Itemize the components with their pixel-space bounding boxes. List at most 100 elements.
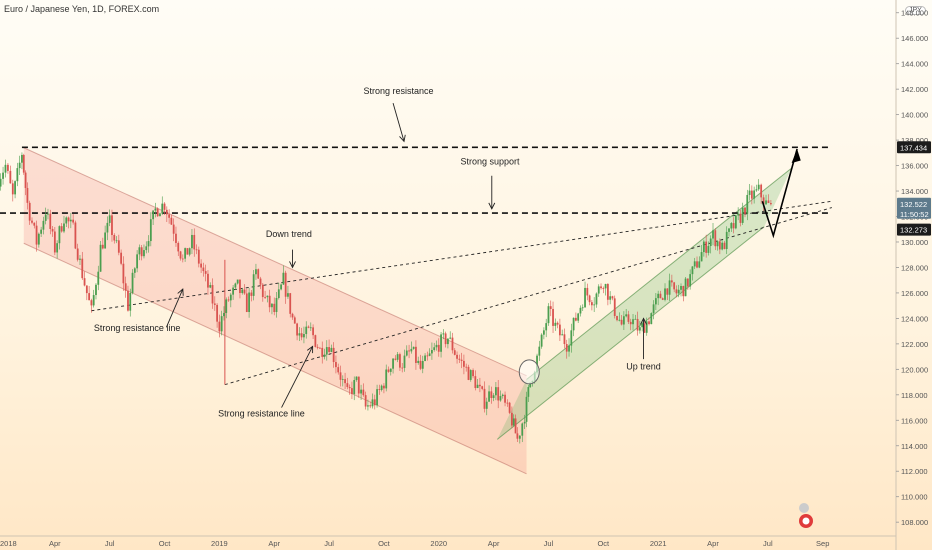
- candle: [177, 241, 180, 257]
- x-tick-label: 2021: [650, 539, 667, 548]
- candle: [606, 283, 609, 306]
- candle: [181, 254, 184, 263]
- candle: [565, 339, 568, 359]
- candle: [133, 267, 136, 278]
- candle: [492, 393, 495, 402]
- candle: [353, 376, 356, 401]
- candle: [693, 257, 696, 270]
- candle: [645, 317, 648, 336]
- candle: [156, 207, 159, 217]
- resistance-arrow: [392, 103, 405, 142]
- candle: [165, 206, 168, 222]
- candle: [234, 282, 237, 290]
- candle: [426, 351, 429, 361]
- down-channel-lower: [23, 242, 527, 475]
- candle: [755, 184, 758, 192]
- candle: [0, 173, 2, 191]
- candle: [597, 284, 600, 297]
- candle: [412, 346, 415, 350]
- candle: [147, 235, 150, 253]
- candle: [191, 229, 193, 255]
- candle: [309, 322, 312, 332]
- candle: [511, 406, 513, 429]
- candle: [49, 209, 52, 235]
- candle: [435, 340, 438, 351]
- candle: [696, 256, 698, 269]
- candle: [170, 214, 173, 226]
- candle: [481, 385, 484, 391]
- resistance-line-arrow-1-head: [177, 288, 184, 296]
- candle: [568, 338, 570, 357]
- candle: [204, 264, 207, 282]
- candle: [300, 327, 303, 341]
- candle: [394, 355, 397, 361]
- candle: [250, 290, 253, 302]
- candle: [746, 189, 749, 221]
- candle: [737, 207, 740, 221]
- candle: [718, 238, 721, 255]
- candle: [99, 240, 102, 272]
- candle: [629, 318, 632, 331]
- candle: [572, 317, 575, 337]
- candle: [714, 228, 717, 251]
- candle: [570, 323, 573, 353]
- candle: [168, 209, 171, 224]
- candle: [316, 344, 319, 350]
- candle: [113, 233, 116, 244]
- candle: [193, 228, 196, 257]
- candle: [611, 295, 614, 301]
- candle: [298, 327, 301, 342]
- candle: [588, 294, 591, 306]
- y-tick-label: 128.000: [901, 263, 928, 272]
- candle: [437, 338, 440, 357]
- candle: [143, 244, 145, 259]
- x-tick-label: Oct: [159, 539, 172, 548]
- candle: [303, 326, 305, 344]
- candle: [476, 379, 479, 389]
- candle: [680, 283, 682, 297]
- currency-badge[interactable]: JPY: [905, 6, 926, 15]
- y-tick-label: 116.000: [901, 416, 928, 425]
- annotation-0: Strong resistance: [364, 86, 434, 96]
- candle: [600, 283, 602, 290]
- candle: [63, 215, 65, 234]
- candle: [497, 380, 500, 409]
- level-price-box-1-text: 132.273: [900, 226, 927, 235]
- resistance-line-arrow-2-head: [306, 345, 314, 354]
- candle: [463, 354, 465, 375]
- candle: [723, 240, 726, 250]
- candle: [369, 401, 372, 409]
- candle: [296, 322, 298, 341]
- candle: [127, 285, 129, 312]
- candle: [172, 218, 175, 242]
- candle: [60, 223, 63, 233]
- candle: [602, 286, 605, 294]
- candle: [211, 278, 214, 309]
- candle: [707, 241, 710, 256]
- candle: [641, 320, 644, 332]
- candle: [581, 304, 584, 312]
- candle: [657, 290, 660, 306]
- candle: [716, 240, 719, 251]
- candle: [616, 315, 618, 322]
- chart-title: Euro / Japanese Yen, 1D, FOREX.com: [4, 4, 160, 14]
- candle: [56, 240, 59, 259]
- candle: [506, 399, 509, 407]
- candle: [712, 222, 714, 246]
- candle: [648, 317, 650, 326]
- candle: [305, 321, 308, 339]
- candle: [472, 368, 474, 379]
- candle: [561, 329, 564, 336]
- candle: [725, 226, 728, 255]
- candle: [453, 348, 456, 356]
- candle: [518, 435, 521, 444]
- candle: [465, 363, 468, 372]
- candle: [248, 288, 250, 318]
- candle: [140, 244, 143, 261]
- candle: [516, 427, 519, 443]
- candle: [129, 288, 132, 317]
- candle: [684, 277, 687, 297]
- candle: [686, 278, 689, 290]
